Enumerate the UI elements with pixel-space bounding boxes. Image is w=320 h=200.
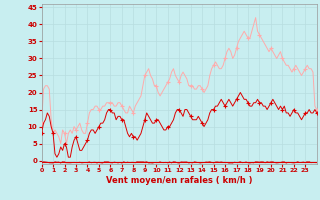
- X-axis label: Vent moyen/en rafales ( km/h ): Vent moyen/en rafales ( km/h ): [106, 176, 252, 185]
